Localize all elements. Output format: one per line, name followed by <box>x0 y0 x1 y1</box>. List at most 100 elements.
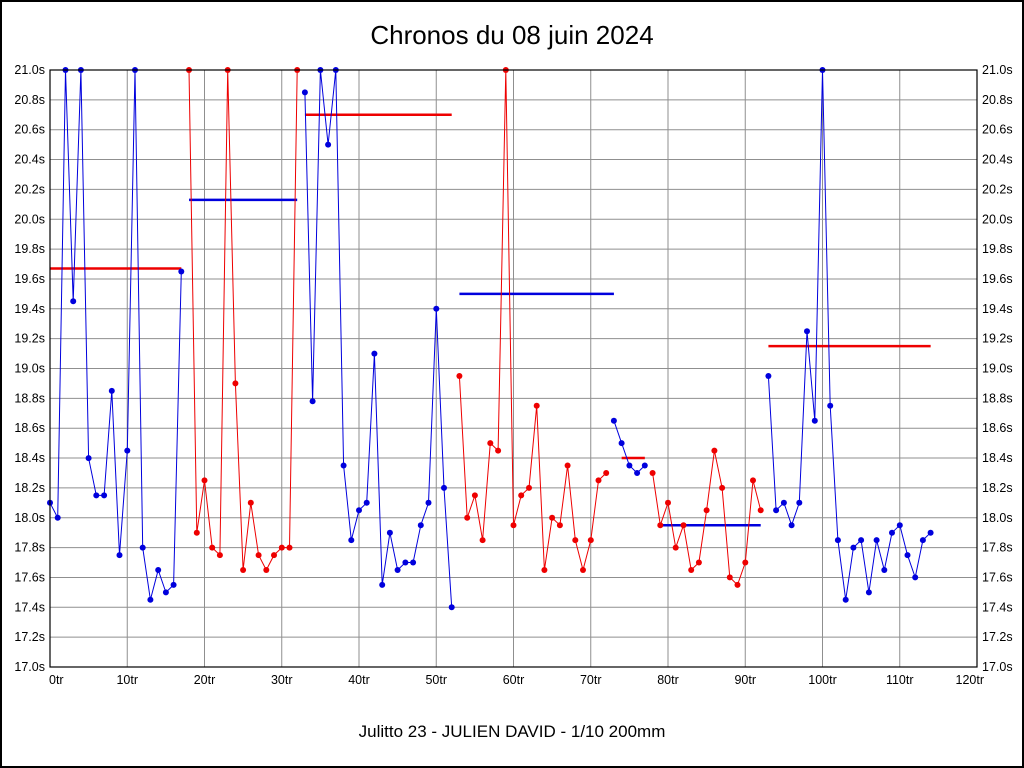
data-point <box>70 298 77 305</box>
x-tick-label: 50tr <box>425 673 447 687</box>
data-point <box>255 552 262 559</box>
y-tick-label-right: 17.2s <box>982 630 1013 644</box>
data-point <box>201 477 208 484</box>
y-tick-label-left: 20.6s <box>14 123 45 137</box>
y-tick-label-right: 18.8s <box>982 391 1013 405</box>
data-point <box>301 89 308 96</box>
data-point <box>796 499 803 506</box>
x-tick-label: 90tr <box>734 673 756 687</box>
y-tick-label-left: 17.8s <box>14 541 45 555</box>
data-point <box>487 440 494 447</box>
x-tick-label: 20tr <box>194 673 216 687</box>
data-point <box>757 507 764 514</box>
data-point <box>610 417 617 424</box>
y-tick-label-right: 20.4s <box>982 153 1013 167</box>
data-point <box>788 522 795 529</box>
x-tick-label: 70tr <box>580 673 602 687</box>
data-point <box>896 522 903 529</box>
x-tick-label: 100tr <box>808 673 837 687</box>
data-point <box>93 492 100 499</box>
series-line <box>49 69 182 600</box>
data-point <box>734 581 741 588</box>
y-tick-label-left: 18.8s <box>14 391 45 405</box>
data-point <box>386 529 393 536</box>
heat-1-laps <box>47 67 185 603</box>
data-point <box>719 484 726 491</box>
data-point <box>780 499 787 506</box>
y-tick-label-right: 19.8s <box>982 242 1013 256</box>
data-point <box>85 455 92 462</box>
data-point <box>726 574 733 581</box>
data-point <box>309 398 316 405</box>
chart-caption: Julitto 23 - JULIEN DAVID - 1/10 200mm <box>358 722 666 741</box>
heat-4-laps <box>456 67 610 573</box>
data-point <box>672 544 679 551</box>
y-tick-label-right: 19.0s <box>982 362 1013 376</box>
x-tick-label: 30tr <box>271 673 293 687</box>
data-point <box>850 544 857 551</box>
data-point <box>865 589 872 596</box>
data-point <box>263 567 270 573</box>
data-point <box>394 567 401 573</box>
data-point <box>804 328 810 335</box>
y-tick-label-right: 20.2s <box>982 182 1013 196</box>
data-point <box>634 470 641 476</box>
heat-3-laps <box>301 67 455 611</box>
heat-6-laps <box>649 447 764 588</box>
data-point <box>811 417 818 424</box>
y-tick-label-left: 19.4s <box>14 302 45 316</box>
y-tick-label-left: 21.0s <box>14 63 45 77</box>
data-point <box>827 402 834 409</box>
y-tick-label-right: 20.8s <box>982 93 1013 107</box>
data-point <box>379 581 386 588</box>
data-point <box>858 537 865 544</box>
data-point <box>641 462 648 469</box>
data-point <box>433 305 440 312</box>
data-point <box>209 544 216 551</box>
data-point <box>286 544 293 551</box>
y-tick-label-right: 19.6s <box>982 272 1013 286</box>
data-point <box>765 373 772 379</box>
data-point <box>495 447 502 454</box>
y-tick-label-left: 18.6s <box>14 421 45 435</box>
data-point <box>665 499 671 506</box>
data-point <box>170 581 177 588</box>
data-point <box>703 507 710 514</box>
y-tick-label-right: 19.4s <box>982 302 1013 316</box>
y-tick-label-left: 17.6s <box>14 570 45 584</box>
x-tick-label: 80tr <box>657 673 679 687</box>
data-point <box>325 141 332 148</box>
data-point <box>155 567 162 573</box>
data-point <box>425 499 432 506</box>
data-point <box>240 567 247 573</box>
data-point <box>124 447 131 454</box>
data-point <box>216 552 223 559</box>
y-tick-label-left: 20.2s <box>14 182 45 196</box>
data-point <box>526 484 532 491</box>
data-point <box>541 567 548 573</box>
data-point <box>278 544 285 551</box>
data-point <box>750 477 756 484</box>
gridlines <box>49 69 978 668</box>
series-line <box>767 69 931 600</box>
data-point <box>363 499 370 506</box>
y-tick-label-right: 18.6s <box>982 421 1013 435</box>
data-point <box>773 507 780 514</box>
data-point <box>572 537 579 544</box>
y-tick-label-right: 21.0s <box>982 63 1013 77</box>
data-point <box>881 567 888 573</box>
y-tick-label-left: 18.4s <box>14 451 45 465</box>
data-point <box>919 537 926 544</box>
y-tick-label-left: 19.8s <box>14 242 45 256</box>
data-point <box>927 529 934 536</box>
y-tick-label-left: 18.2s <box>14 481 45 495</box>
data-point <box>348 537 355 544</box>
data-point <box>410 559 417 566</box>
y-tick-label-left: 17.4s <box>14 600 45 614</box>
y-tick-label-right: 18.4s <box>982 451 1013 465</box>
heat-7-laps <box>765 67 934 603</box>
data-point <box>147 596 154 603</box>
data-point <box>595 477 602 484</box>
